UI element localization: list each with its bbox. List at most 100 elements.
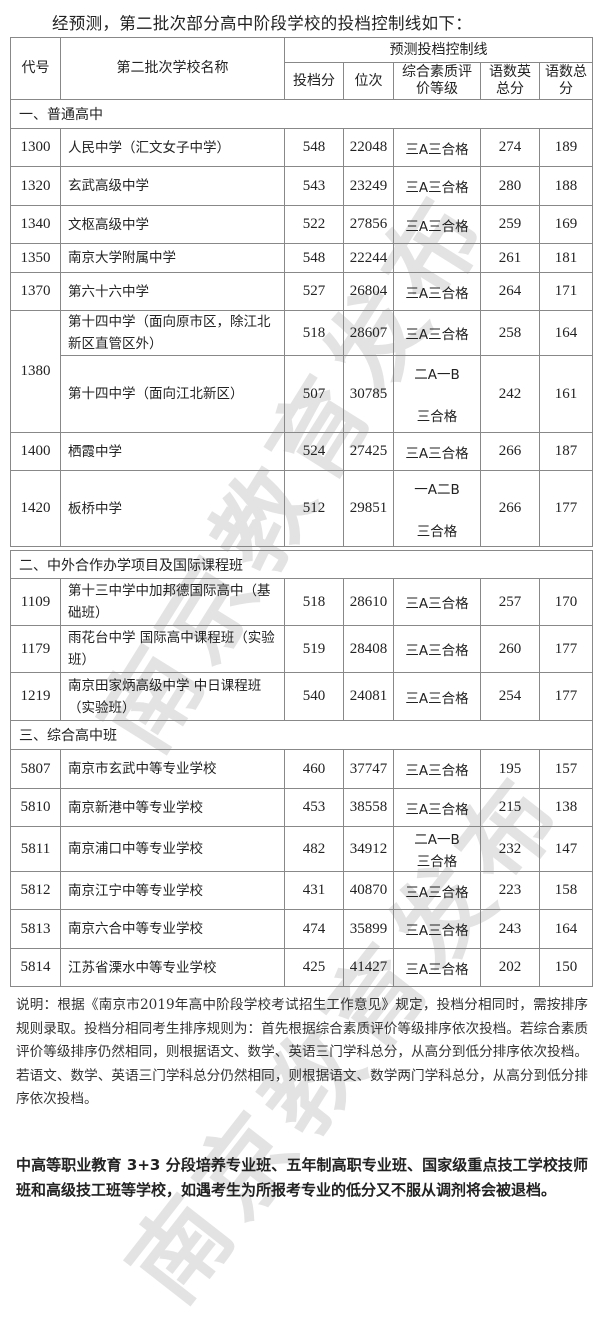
school-code: 5812 bbox=[10, 871, 61, 910]
school-code: 5813 bbox=[10, 909, 61, 949]
school-code: 1350 bbox=[10, 243, 61, 273]
grade: 三A三合格 bbox=[393, 909, 481, 949]
grade-line: 一A二B bbox=[414, 481, 460, 498]
section-row: 二、中外合作办学项目及国际课程班 bbox=[9, 550, 594, 579]
school-code: 1340 bbox=[10, 205, 61, 244]
cme-total: 243 bbox=[480, 909, 540, 949]
rank: 27856 bbox=[343, 205, 394, 244]
cm-total: 150 bbox=[538, 948, 594, 987]
cme-total: 259 bbox=[480, 205, 540, 244]
rank: 37747 bbox=[343, 749, 394, 789]
cme-total: 242 bbox=[480, 355, 540, 433]
score: 540 bbox=[284, 672, 344, 721]
school-code: 5810 bbox=[10, 788, 61, 827]
school-code: 1109 bbox=[10, 578, 61, 626]
grade: 三A三合格 bbox=[393, 871, 481, 910]
table-row: 1420 板桥中学 512 29851 一A二B 三合格 266 177 bbox=[10, 470, 594, 547]
score: 425 bbox=[284, 948, 344, 987]
score: 453 bbox=[284, 788, 344, 827]
table-row: 5813 南京六合中等专业学校 474 35899 三A三合格 243 164 bbox=[10, 909, 594, 949]
cm-total: 177 bbox=[538, 470, 594, 547]
score: 512 bbox=[284, 470, 344, 547]
cme-total: 274 bbox=[480, 128, 540, 167]
rank: 29851 bbox=[343, 470, 394, 547]
school-code: 1179 bbox=[10, 625, 61, 673]
school-name: 板桥中学 bbox=[60, 470, 285, 547]
grade: 三A三合格 bbox=[393, 948, 481, 987]
cm-total: 161 bbox=[538, 355, 594, 433]
grade-line: 三合格 bbox=[416, 409, 458, 425]
section-label: 三、综合高中班 bbox=[9, 720, 594, 750]
header-score: 投档分 bbox=[284, 62, 344, 100]
admission-table: 代号 第二批次学校名称 预测投档控制线 投档分 位次 综合素质评价等级 语数英总… bbox=[9, 37, 594, 987]
table-row: 1380 第十四中学（面向原市区，除江北新区直管区外） 518 28607 三A三合格 2… bbox=[10, 310, 594, 433]
table-row: 1400 栖霞中学 524 27425 三A三合格 266 187 bbox=[10, 432, 594, 471]
header-grade: 综合素质评价等级 bbox=[393, 62, 481, 100]
table-row: 1219 南京田家炳高级中学 中日课程班（实验班） 540 24081 三A三合格 254… bbox=[10, 672, 594, 721]
cme-total: 215 bbox=[480, 788, 540, 827]
page-title: 经预测，第二批次部分高中阶段学校的投档控制线如下： bbox=[52, 14, 472, 33]
cme-total: 260 bbox=[480, 625, 540, 673]
rank: 40870 bbox=[343, 871, 394, 910]
cme-total: 257 bbox=[480, 578, 540, 626]
section-row: 一、普通高中 bbox=[9, 99, 594, 129]
score: 460 bbox=[284, 749, 344, 789]
cme-total: 254 bbox=[480, 672, 540, 721]
grade: 二A一B 三合格 bbox=[393, 826, 481, 872]
rank: 28610 bbox=[343, 578, 394, 626]
table-row: 1370 第六十六中学 527 26804 三A三合格 264 171 bbox=[10, 272, 594, 311]
cm-total: 164 bbox=[538, 310, 594, 356]
rank: 27425 bbox=[343, 432, 394, 471]
score: 524 bbox=[284, 432, 344, 471]
header-name: 第二批次学校名称 bbox=[60, 37, 285, 100]
table-row: 5812 南京江宁中等专业学校 431 40870 三A三合格 223 158 bbox=[10, 871, 594, 910]
score: 518 bbox=[284, 310, 344, 356]
table-row: 第十四中学（面向江北新区） 507 30785 二A一B 三合格 242 161 bbox=[11, 355, 594, 433]
table-row: 1320 玄武高级中学 543 23249 三A三合格 280 188 bbox=[10, 166, 594, 206]
school-name: 第六十六中学 bbox=[60, 272, 285, 311]
rank: 23249 bbox=[343, 166, 394, 206]
grade-line: 二A一B bbox=[414, 367, 460, 383]
table-row: 5810 南京新港中等专业学校 453 38558 三A三合格 215 138 bbox=[10, 788, 594, 827]
rank: 30785 bbox=[343, 355, 394, 433]
rank: 38558 bbox=[343, 788, 394, 827]
school-code: 5807 bbox=[10, 749, 61, 789]
header-cm-total: 语数总分 bbox=[538, 62, 594, 100]
grade: 三A三合格 bbox=[393, 788, 481, 827]
section-label: 一、普通高中 bbox=[9, 99, 594, 129]
rank: 22244 bbox=[343, 243, 394, 273]
score: 431 bbox=[284, 871, 344, 910]
grade: 二A一B 三合格 bbox=[393, 355, 481, 433]
score: 518 bbox=[284, 578, 344, 626]
grade: 三A三合格 bbox=[393, 749, 481, 789]
grade: 三A三合格 bbox=[393, 625, 481, 673]
school-code: 1370 bbox=[10, 272, 61, 311]
cm-total: 189 bbox=[538, 128, 594, 167]
table-row: 5807 南京市玄武中等专业学校 460 37747 三A三合格 195 157 bbox=[10, 749, 594, 789]
school-name: 栖霞中学 bbox=[60, 432, 285, 471]
grade-line: 二A一B bbox=[414, 832, 460, 848]
grade: 三A三合格 bbox=[393, 310, 481, 356]
school-code: 5814 bbox=[10, 948, 61, 987]
cm-total: 170 bbox=[538, 578, 594, 626]
cme-total: 261 bbox=[480, 243, 540, 273]
school-name: 南京六合中等专业学校 bbox=[60, 909, 285, 949]
rank: 34912 bbox=[343, 826, 394, 872]
school-name: 南京田家炳高级中学 中日课程班（实验班） bbox=[60, 672, 285, 721]
grade-line: 三合格 bbox=[416, 523, 458, 540]
cm-total: 177 bbox=[538, 625, 594, 673]
grade: 三A三合格 bbox=[393, 128, 481, 167]
school-name: 第十四中学（面向江北新区） bbox=[60, 355, 285, 433]
school-name: 第十四中学（面向原市区，除江北新区直管区外） bbox=[60, 310, 285, 356]
grade: 一A二B 三合格 bbox=[393, 470, 481, 547]
score: 527 bbox=[284, 272, 344, 311]
school-code: 5811 bbox=[10, 826, 61, 872]
cme-total: 280 bbox=[480, 166, 540, 206]
school-code: 1400 bbox=[10, 432, 61, 471]
rank: 41427 bbox=[343, 948, 394, 987]
school-name: 第十三中学中加邦德国际高中（基础班） bbox=[60, 578, 285, 626]
cm-total: 157 bbox=[538, 749, 594, 789]
score: 548 bbox=[284, 128, 344, 167]
grade: 三A三合格 bbox=[393, 578, 481, 626]
grade: 三A三合格 bbox=[393, 432, 481, 471]
